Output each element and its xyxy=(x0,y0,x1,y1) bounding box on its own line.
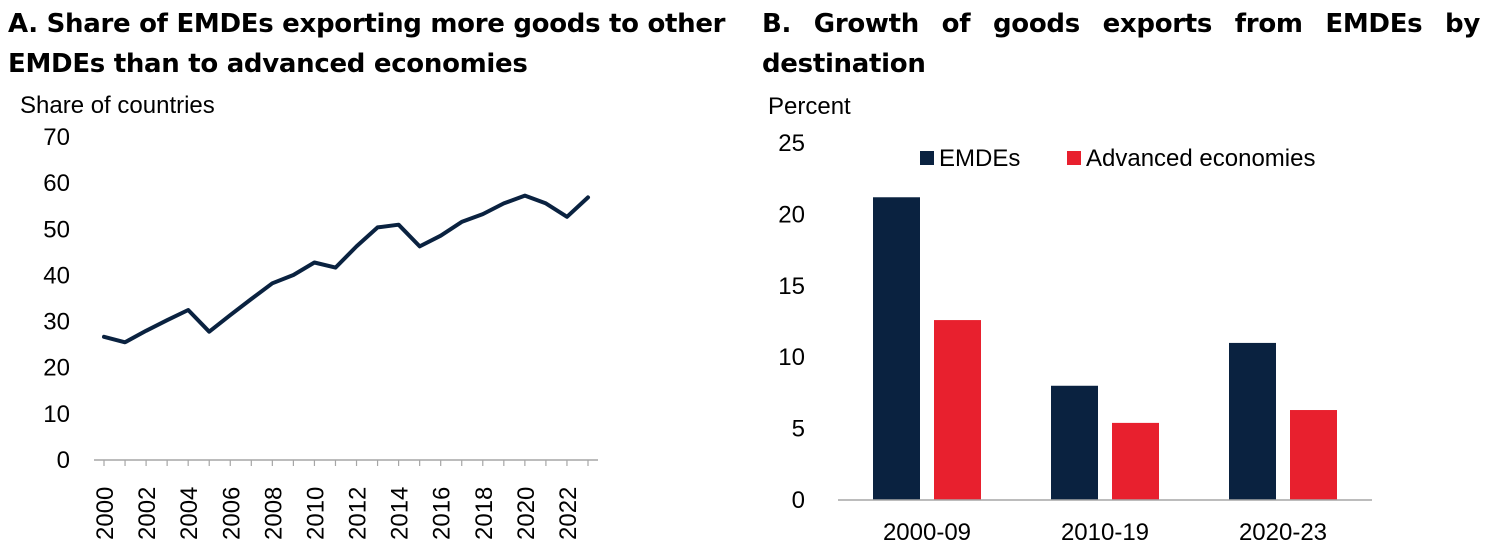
chart-b: Percent 0 5 10 15 20 25 2000-09 2010-19 2020-23 E… xyxy=(768,93,1372,546)
chart-b-y-tick-label: 5 xyxy=(792,416,805,443)
chart-b-bar-emdes xyxy=(1229,342,1276,500)
chart-b-y-tick-label: 15 xyxy=(778,273,805,300)
chart-a-x-tick-label: 2000 xyxy=(92,487,119,540)
chart-b-bar-emdes xyxy=(873,197,920,500)
chart-a-x-tick-label: 2012 xyxy=(345,487,372,540)
legend-label-advanced: Advanced economies xyxy=(1086,145,1315,172)
chart-a-x-tick-label: 2014 xyxy=(387,487,414,540)
chart-a-x-tick-label: 2020 xyxy=(513,487,540,540)
chart-b-y-unit: Percent xyxy=(768,93,851,120)
panel-b-title: B. Growth of goods exports from EMDEs by… xyxy=(762,9,1480,79)
chart-a-series-line xyxy=(102,193,590,345)
chart-b-x-tick-label: 2010-19 xyxy=(1061,519,1149,546)
chart-a-x-tick-label: 2002 xyxy=(134,487,161,540)
chart-a-x-tick-label: 2010 xyxy=(302,487,329,540)
chart-a-x-tick-label: 2004 xyxy=(176,487,203,540)
legend-swatch-advanced xyxy=(1067,151,1081,165)
chart-a-y-tick-label: 0 xyxy=(57,447,70,474)
chart-a-x-tick-label: 2018 xyxy=(471,487,498,540)
chart-a-y-tick-label: 60 xyxy=(43,170,70,197)
chart-b-y-tick-label: 20 xyxy=(778,201,805,228)
chart-b-bar-emdes xyxy=(1051,385,1098,500)
chart-a-y-tick-label: 50 xyxy=(43,216,70,243)
chart-a-y-tick-label: 70 xyxy=(43,124,70,151)
chart-a-x-tick-label: 2008 xyxy=(260,487,287,540)
panel-a-title: A. Share of EMDEs exporting more goods t… xyxy=(8,9,726,79)
chart-b-x-tick-label: 2000-09 xyxy=(883,519,971,546)
chart-b-bar-advanced xyxy=(934,320,981,500)
chart-b-bar-advanced xyxy=(1112,422,1159,500)
chart-b-bar-advanced xyxy=(1290,410,1337,500)
chart-b-y-tick-label: 25 xyxy=(778,130,805,157)
chart-b-x-tick-label: 2020-23 xyxy=(1239,519,1327,546)
chart-b-y-tick-label: 10 xyxy=(778,344,805,371)
chart-a-x-tick-label: 2016 xyxy=(429,487,456,540)
legend-swatch-emdes xyxy=(920,151,934,165)
chart-a-y-tick-label: 30 xyxy=(43,309,70,336)
chart-a: Share of countries 0 10 20 30 40 50 60 70 2000 20… xyxy=(20,92,598,540)
chart-a-x-tick-label: 2022 xyxy=(555,487,582,540)
chart-a-x-tick-label: 2006 xyxy=(218,487,245,540)
chart-b-y-tick-label: 0 xyxy=(792,487,805,514)
chart-a-y-unit: Share of countries xyxy=(20,92,215,119)
chart-b-legend: EMDEs Advanced economies xyxy=(920,145,1315,172)
chart-a-y-tick-label: 10 xyxy=(43,401,70,428)
chart-a-y-tick-label: 20 xyxy=(43,355,70,382)
chart-a-y-tick-label: 40 xyxy=(43,262,70,289)
legend-label-emdes: EMDEs xyxy=(939,145,1020,172)
